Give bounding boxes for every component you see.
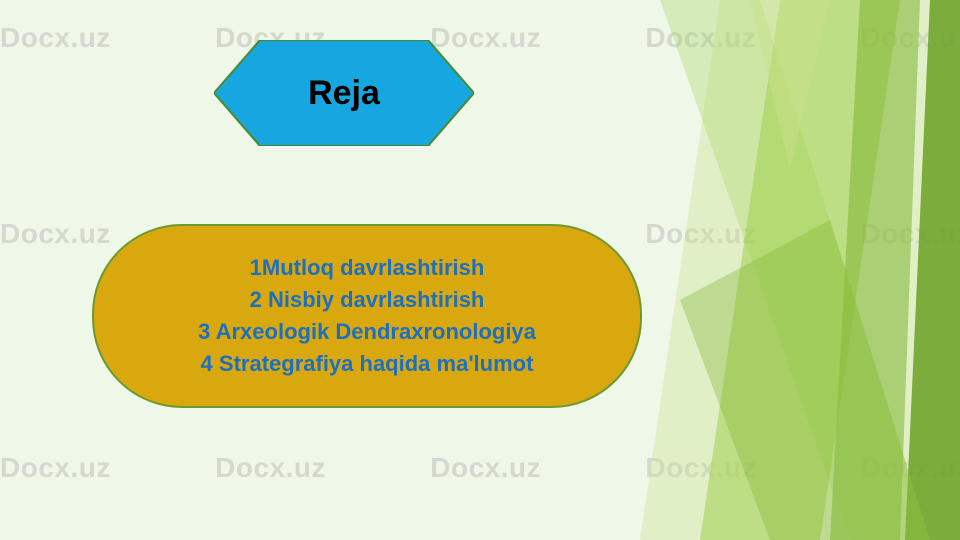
watermark-text: Docx.uz xyxy=(0,218,111,250)
watermark-text: Docx.uz xyxy=(0,22,111,54)
content-pill: 1Mutloq davrlashtirish 2 Nisbiy davrlash… xyxy=(92,224,642,408)
watermark-text: Docx.uz xyxy=(430,452,541,484)
watermark-text: Docx.uz xyxy=(645,22,756,54)
watermark-text: Docx.uz xyxy=(861,218,960,250)
watermark-text: Docx.uz xyxy=(861,22,960,54)
list-item: 1Mutloq davrlashtirish xyxy=(250,252,485,284)
watermark-row-1: Docx.uz Docx.uz Docx.uz Docx.uz Docx.uz xyxy=(0,22,960,54)
title-hexagon: Reja xyxy=(214,40,474,146)
watermark-text: Docx.uz xyxy=(215,452,326,484)
watermark-text: Docx.uz xyxy=(645,218,756,250)
watermark-text: Docx.uz xyxy=(861,452,960,484)
list-item: 4 Strategrafiya haqida ma'lumot xyxy=(201,348,534,380)
list-item: 2 Nisbiy davrlashtirish xyxy=(250,284,485,316)
decor-shards xyxy=(600,0,960,540)
list-item: 3 Arxeologik Dendraxronologiya xyxy=(198,316,536,348)
watermark-row-3: Docx.uz Docx.uz Docx.uz Docx.uz Docx.uz xyxy=(0,452,960,484)
watermark-text: Docx.uz xyxy=(645,452,756,484)
watermark-text: Docx.uz xyxy=(0,452,111,484)
title-label: Reja xyxy=(308,74,380,113)
